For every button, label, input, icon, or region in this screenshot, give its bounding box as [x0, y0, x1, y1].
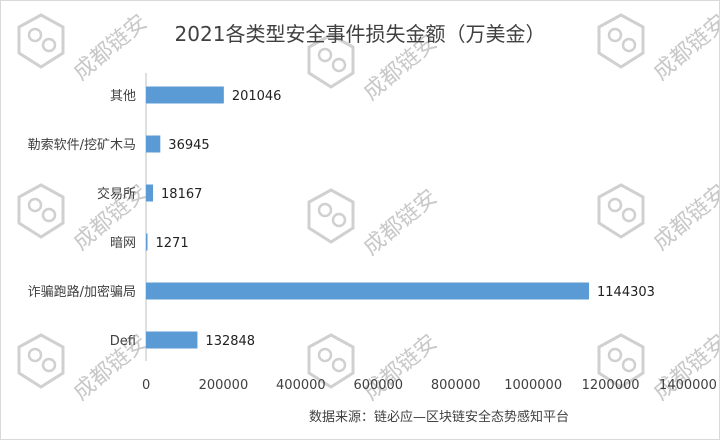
watermark-logo: 成都链安 — [307, 185, 442, 261]
watermark-logo: 成都链安 — [597, 180, 719, 256]
category-label: 交易所 — [97, 186, 136, 202]
category-label: Defi — [110, 334, 136, 349]
bar — [146, 331, 198, 349]
source-note: 数据来源：链必应—区块链安全态势感知平台 — [309, 409, 569, 425]
data-label: 201046 — [232, 89, 282, 104]
chart-title: 2021各类型安全事件损失金额（万美金） — [175, 22, 546, 46]
watermark-logo: 成都链安 — [597, 10, 719, 86]
data-label: 36945 — [168, 138, 209, 153]
watermark-logo: 成都链安 — [307, 330, 442, 406]
bars-group — [146, 86, 590, 349]
data-label: 1144303 — [597, 285, 655, 300]
watermark-text: 成都链安 — [359, 185, 442, 261]
bar — [146, 86, 224, 104]
bar — [146, 282, 590, 300]
x-tick-label: 800000 — [431, 378, 481, 393]
x-tick-labels: 0 200000 400000 600000 800000 1000000 1200000 1… — [142, 378, 717, 393]
x-tick-label: 1000000 — [504, 378, 562, 393]
watermark-text: 成都链安 — [69, 10, 152, 86]
bar — [146, 184, 154, 202]
data-labels: 201046 36945 18167 1271 1144303 132848 — [156, 89, 655, 349]
x-tick-label: 600000 — [353, 378, 403, 393]
watermark-text: 成都链安 — [649, 10, 719, 86]
bar — [146, 135, 161, 153]
x-tick-label: 400000 — [276, 378, 326, 393]
data-label: 132848 — [205, 334, 255, 349]
x-tick-label: 1400000 — [659, 378, 717, 393]
category-label: 暗网 — [110, 236, 136, 251]
category-label: 其他 — [110, 89, 136, 104]
category-label: 勒索软件/挖矿木马 — [28, 138, 136, 153]
watermark-logo: 成都链安 — [597, 330, 719, 406]
category-label: 诈骗跑路/加密骗局 — [28, 284, 136, 300]
bar — [146, 233, 148, 251]
data-label: 18167 — [161, 187, 202, 202]
watermark-text: 成都链安 — [649, 330, 719, 406]
x-tick-label: 1200000 — [582, 378, 640, 393]
x-tick-label: 0 — [142, 378, 150, 393]
x-tick-label: 200000 — [199, 378, 249, 393]
watermark-text: 成都链安 — [359, 330, 442, 406]
watermark-text: 成都链安 — [649, 180, 719, 256]
data-label: 1271 — [156, 236, 189, 251]
watermark-logo: 成都链安 — [17, 10, 152, 86]
